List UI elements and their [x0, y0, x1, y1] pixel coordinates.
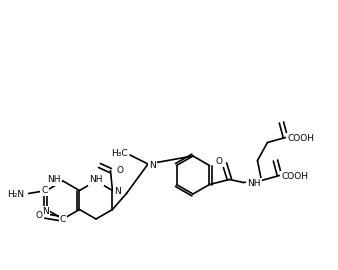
Text: C: C — [60, 215, 66, 224]
Text: COOH: COOH — [287, 134, 314, 143]
Text: H₃C: H₃C — [112, 150, 128, 158]
Text: O: O — [216, 157, 223, 166]
Text: H₂N: H₂N — [7, 190, 25, 199]
Text: NH: NH — [48, 176, 61, 184]
Text: N: N — [115, 187, 121, 196]
Text: NH: NH — [89, 176, 103, 184]
Text: NH: NH — [247, 179, 261, 188]
Text: O: O — [35, 211, 43, 221]
Text: N: N — [42, 207, 49, 216]
Text: O: O — [117, 166, 123, 175]
Text: C: C — [42, 186, 48, 195]
Text: COOH: COOH — [282, 172, 309, 181]
Text: N: N — [149, 160, 156, 170]
